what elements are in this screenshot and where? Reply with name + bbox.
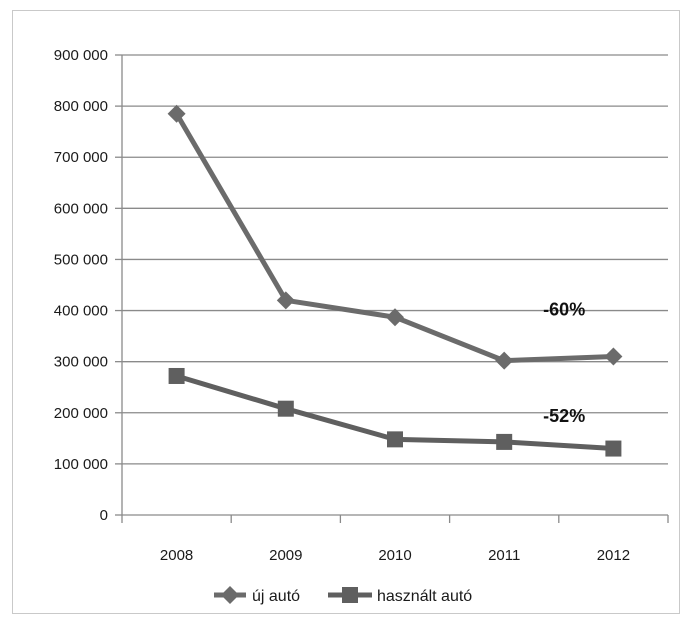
- y-tick-label-4: 400 000: [54, 303, 108, 320]
- legend-label-1: használt autó: [377, 588, 472, 605]
- y-tick-label-7: 700 000: [54, 149, 108, 166]
- x-tick-label-2008: 2008: [160, 547, 193, 564]
- series-0-point-2010: [386, 308, 404, 327]
- x-tick-label-2012: 2012: [597, 547, 630, 564]
- series-1-point-2010: [387, 431, 403, 448]
- y-tick-label-0: 0: [100, 507, 108, 524]
- legend-marker-1: [342, 587, 358, 603]
- series-0-point-2009: [276, 291, 295, 310]
- y-tick-label-3: 300 000: [54, 354, 108, 371]
- annotation-1: -52%: [543, 406, 585, 426]
- series-1-point-2011: [496, 433, 513, 450]
- x-tick-label-2010: 2010: [378, 547, 411, 564]
- series-0-point-2011: [495, 351, 514, 370]
- legend-marker-0: [221, 586, 239, 604]
- series-1-point-2009: [277, 400, 294, 417]
- x-tick-label-2009: 2009: [269, 547, 302, 564]
- series-1-point-2008: [168, 367, 185, 384]
- y-tick-label-8: 800 000: [54, 98, 108, 115]
- y-tick-label-9: 900 000: [54, 47, 108, 64]
- y-tick-label-6: 600 000: [54, 200, 108, 217]
- series-0-point-2008: [167, 104, 186, 123]
- series-1-point-2012: [605, 440, 622, 457]
- y-tick-label-5: 500 000: [54, 251, 108, 268]
- series-0-point-2012: [604, 347, 623, 366]
- y-tick-label-1: 100 000: [54, 456, 108, 473]
- annotation-0: -60%: [543, 300, 585, 320]
- legend-label-0: új autó: [252, 588, 300, 605]
- x-tick-label-2011: 2011: [488, 547, 520, 564]
- y-tick-label-2: 200 000: [54, 405, 108, 422]
